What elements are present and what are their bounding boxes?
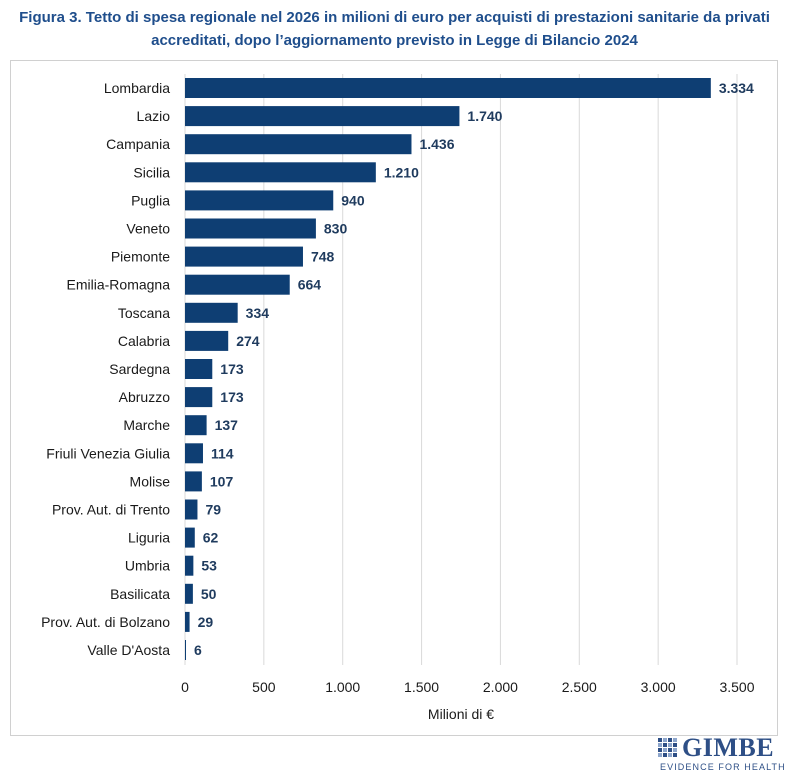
x-tick-label: 2.000 [483, 679, 518, 695]
category-label: Prov. Aut. di Trento [52, 502, 170, 518]
value-label: 274 [236, 333, 260, 349]
bar [185, 162, 376, 183]
x-tick-label: 500 [252, 679, 276, 695]
bar [185, 387, 213, 408]
chart-frame [10, 60, 778, 736]
value-label: 748 [311, 249, 335, 265]
value-label: 1.210 [384, 164, 419, 180]
bar [185, 443, 203, 464]
bar [185, 415, 207, 436]
value-label: 29 [198, 614, 214, 630]
logo-name: GIMBE [682, 733, 775, 762]
value-label: 6 [194, 642, 202, 658]
x-tick-label: 3.000 [641, 679, 676, 695]
category-label: Sicilia [133, 164, 170, 180]
bar [185, 330, 229, 351]
category-label: Abruzzo [119, 389, 171, 405]
category-label: Basilicata [110, 586, 170, 602]
logo-grid-icon [658, 738, 678, 758]
bar [185, 190, 334, 211]
category-labels: Lombardia Lazio Campania Sicilia Puglia Venet… [41, 80, 170, 658]
bar [185, 78, 711, 98]
category-label: Campania [106, 136, 170, 152]
x-tick-label: 0 [181, 679, 189, 695]
chart-title: Figura 3. Tetto di spesa regionale nel 2… [0, 6, 789, 52]
value-label: 137 [215, 417, 239, 433]
value-label: 173 [220, 389, 244, 405]
value-label: 830 [324, 221, 348, 237]
category-label: Valle D'Aosta [87, 642, 170, 658]
bar [185, 246, 303, 267]
bar [185, 302, 238, 323]
bar [185, 499, 198, 520]
chart-title-line-1: Figura 3. Tetto di spesa regionale nel 2… [19, 9, 770, 26]
category-label: Umbria [125, 558, 170, 574]
value-label: 3.334 [719, 80, 754, 96]
bar [185, 471, 202, 492]
value-label: 334 [246, 305, 270, 321]
value-label: 62 [203, 530, 219, 546]
category-label: Lazio [137, 108, 171, 124]
value-label: 79 [205, 502, 221, 518]
bar [185, 640, 186, 660]
x-tick-label: 1.500 [404, 679, 439, 695]
bar [185, 359, 213, 379]
value-label: 1.436 [419, 136, 454, 152]
x-tick-label: 3.500 [719, 679, 754, 695]
category-label: Friuli Venezia Giulia [46, 445, 170, 461]
chart-title-line-2: accreditati, dopo l’aggiornamento previs… [151, 32, 638, 49]
bar [185, 555, 194, 576]
bar [185, 274, 290, 295]
bar [185, 527, 195, 548]
category-label: Liguria [128, 530, 170, 546]
x-tick-label: 1.000 [325, 679, 360, 695]
bars [185, 78, 711, 660]
value-label: 50 [201, 586, 217, 602]
logo-tagline: EVIDENCE FOR HEALTH [660, 762, 786, 772]
category-label: Veneto [126, 221, 170, 237]
category-label: Emilia-Romagna [67, 277, 171, 293]
value-label: 173 [220, 361, 244, 377]
x-tick-label: 2.500 [562, 679, 597, 695]
value-label: 1.740 [467, 108, 502, 124]
x-tick-labels: 0 500 1.000 1.500 2.000 2.500 3.000 3.500 [181, 679, 755, 695]
category-label: Marche [123, 417, 170, 433]
category-label: Toscana [118, 305, 170, 321]
category-label: Prov. Aut. di Bolzano [41, 614, 170, 630]
bar [185, 611, 190, 632]
bar [185, 106, 460, 127]
value-label: 940 [341, 192, 365, 208]
category-label: Lombardia [104, 80, 170, 96]
category-label: Sardegna [109, 361, 170, 377]
value-label: 114 [211, 445, 234, 461]
bar [185, 218, 316, 239]
value-label: 107 [210, 473, 234, 489]
category-label: Molise [130, 473, 171, 489]
category-label: Piemonte [111, 249, 170, 265]
category-label: Calabria [118, 333, 170, 349]
x-axis-title: Milioni di € [428, 706, 494, 722]
gimbe-logo: GIMBE EVIDENCE FOR HEALTH [658, 733, 785, 774]
category-label: Puglia [131, 192, 170, 208]
bar [185, 134, 412, 155]
value-label: 53 [201, 558, 217, 574]
value-label: 664 [298, 277, 322, 293]
bar [185, 583, 193, 604]
